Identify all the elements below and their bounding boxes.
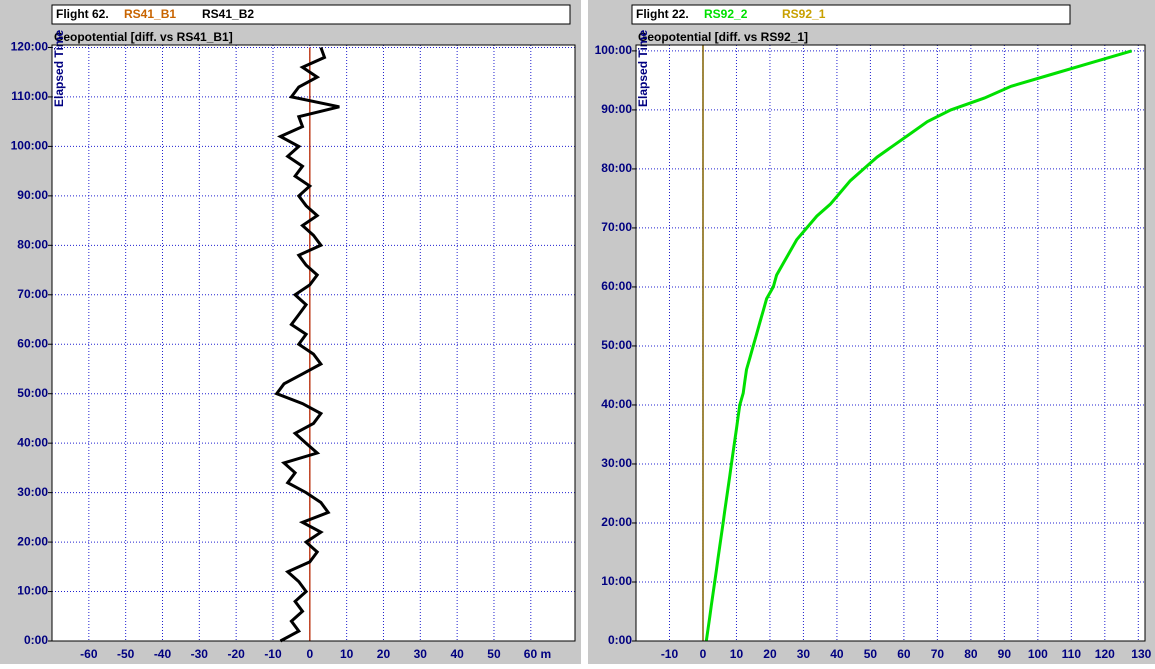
x-tick-label: 20 xyxy=(763,647,777,661)
x-tick-label: -10 xyxy=(264,647,282,661)
y-axis-label: Elapsed Time xyxy=(52,30,66,107)
x-tick-label: 40 xyxy=(450,647,464,661)
x-tick-label: 70 xyxy=(931,647,945,661)
legend-box xyxy=(631,4,1071,25)
y-tick-label: 60:00 xyxy=(601,279,632,293)
y-tick-label: 90:00 xyxy=(601,102,632,116)
y-tick-label: 100:00 xyxy=(595,43,633,57)
x-tick-label: -50 xyxy=(117,647,135,661)
y-tick-label: 10:00 xyxy=(17,584,48,598)
plot-area xyxy=(635,44,1146,642)
y-tick-label: 70:00 xyxy=(601,220,632,234)
series-line xyxy=(704,49,1133,642)
x-tick-label: 110 xyxy=(1062,647,1082,661)
x-tick-label: 60 xyxy=(897,647,911,661)
series-line xyxy=(274,46,340,643)
y-tick-label: 120:00 xyxy=(11,40,49,54)
y-tick-label: 50:00 xyxy=(601,338,632,352)
y-tick-label: 100:00 xyxy=(11,139,49,153)
x-tick-label: 80 xyxy=(964,647,978,661)
x-tick-label: 60 m xyxy=(524,647,551,661)
y-tick-label: 30:00 xyxy=(17,485,48,499)
y-tick-label: 60:00 xyxy=(17,336,48,350)
plot-border xyxy=(51,44,576,642)
x-tick-label: 130 m xyxy=(1131,647,1155,661)
flight-label: Flight 22. xyxy=(636,7,689,21)
y-tick-label: 80:00 xyxy=(601,161,632,175)
x-tick-label: 20 xyxy=(377,647,391,661)
x-tick-label: -30 xyxy=(191,647,209,661)
x-tick-label: 100 xyxy=(1028,647,1048,661)
y-tick-label: 90:00 xyxy=(17,188,48,202)
y-tick-label: 40:00 xyxy=(601,397,632,411)
x-tick-label: 120 xyxy=(1095,647,1115,661)
x-tick-label: 90 xyxy=(998,647,1012,661)
x-tick-label: 30 xyxy=(797,647,811,661)
plot-border xyxy=(635,44,1146,642)
x-tick-label: -40 xyxy=(154,647,172,661)
x-tick-label: 0 xyxy=(700,647,707,661)
y-tick-label: 20:00 xyxy=(17,534,48,548)
y-tick-label: 20:00 xyxy=(601,515,632,529)
x-tick-label: -60 xyxy=(80,647,98,661)
chart-title: Geopotential [diff. vs RS41_B1] xyxy=(54,30,233,44)
x-tick-label: 40 xyxy=(830,647,844,661)
y-tick-label: 50:00 xyxy=(17,386,48,400)
chart-title: Geopotential [diff. vs RS92_1] xyxy=(638,30,808,44)
legend-entry: RS41_B1 xyxy=(124,7,176,21)
legend-entry: RS92_2 xyxy=(704,7,748,21)
x-tick-label: 30 xyxy=(414,647,428,661)
y-tick-label: 40:00 xyxy=(17,435,48,449)
x-tick-label: 50 xyxy=(864,647,878,661)
y-tick-label: 70:00 xyxy=(17,287,48,301)
y-tick-label: 110:00 xyxy=(11,89,48,103)
flight-label: Flight 62. xyxy=(56,7,109,21)
legend-entry: RS92_1 xyxy=(782,7,826,21)
y-tick-label: 80:00 xyxy=(17,237,48,251)
x-tick-label: -20 xyxy=(227,647,245,661)
x-tick-label: 0 xyxy=(306,647,313,661)
y-axis-label: Elapsed Time xyxy=(636,30,650,107)
y-tick-label: 0:00 xyxy=(608,633,632,647)
x-tick-label: -10 xyxy=(661,647,679,661)
y-tick-label: 30:00 xyxy=(601,456,632,470)
legend-box xyxy=(51,4,571,25)
x-tick-label: 10 xyxy=(340,647,354,661)
y-tick-label: 10:00 xyxy=(601,574,632,588)
plot-area xyxy=(51,44,576,642)
x-tick-label: 10 xyxy=(730,647,744,661)
x-tick-label: 50 xyxy=(487,647,501,661)
legend-entry: RS41_B2 xyxy=(202,7,254,21)
y-tick-label: 0:00 xyxy=(24,633,48,647)
